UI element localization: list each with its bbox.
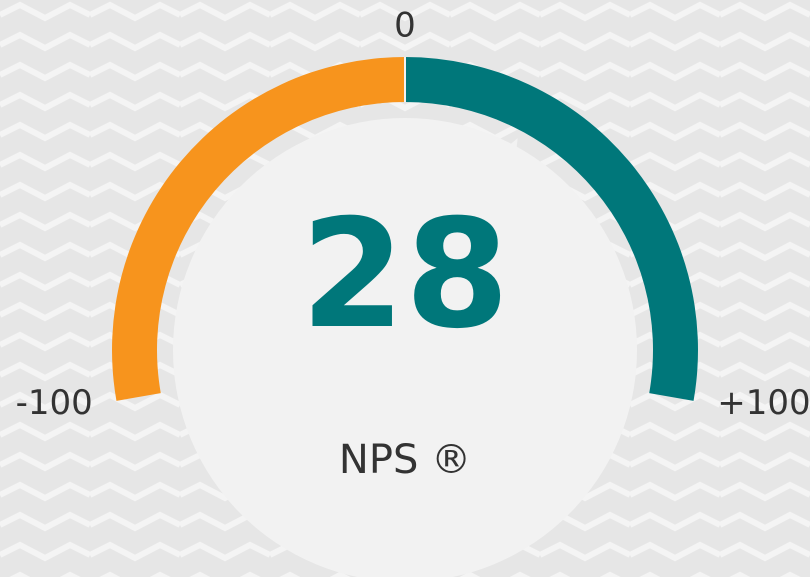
tick-label: -100 xyxy=(16,383,93,423)
gauge-band xyxy=(405,57,698,401)
tick-label: +100 xyxy=(717,383,810,423)
gauge-band xyxy=(112,57,405,401)
gauge-value: 28 xyxy=(301,188,510,362)
gauge-pointer xyxy=(481,138,518,186)
tick-label: 0 xyxy=(394,6,416,46)
inner-disc xyxy=(173,118,637,577)
gauge-label: NPS ® xyxy=(339,437,471,483)
